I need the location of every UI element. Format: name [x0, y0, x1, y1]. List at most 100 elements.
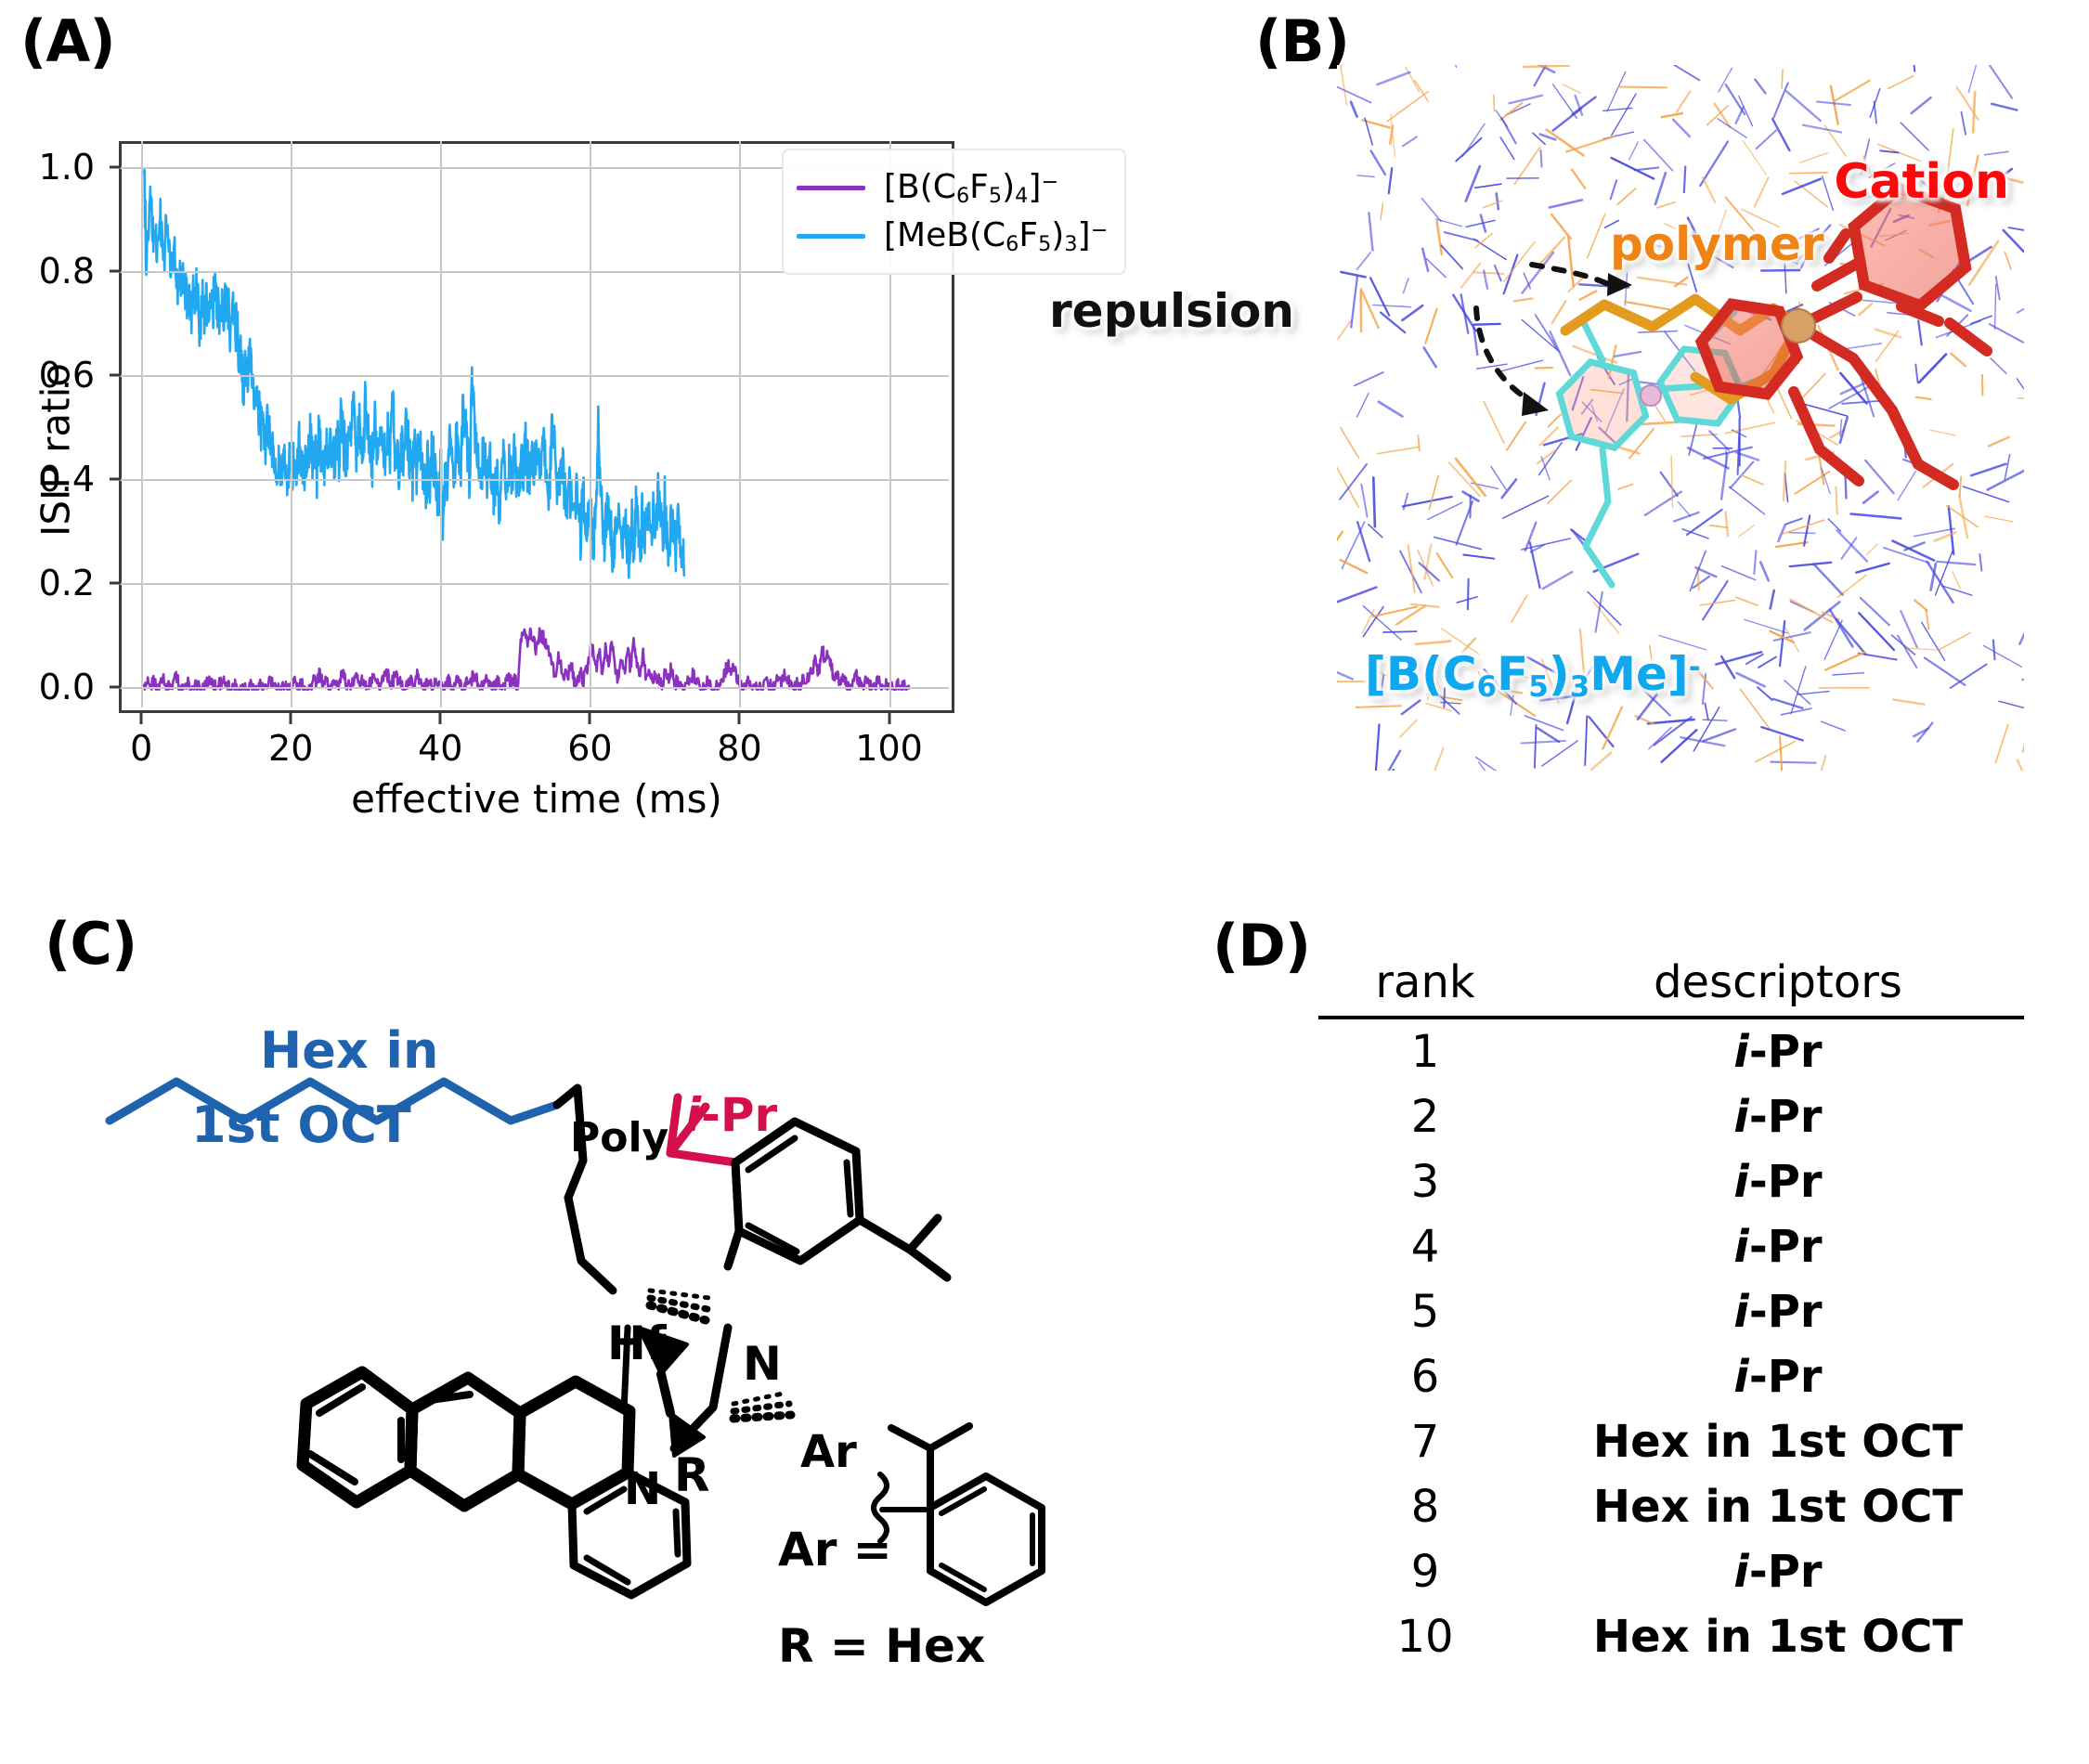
solvent-bond — [1840, 420, 1842, 436]
x-tick-label-5: 100 — [855, 728, 923, 769]
solvent-bond — [1908, 648, 1940, 650]
rank-cell: 2 — [1318, 1084, 1532, 1149]
solvent-bond — [1337, 464, 1358, 508]
gridline-x-3 — [590, 141, 591, 707]
solvent-bond — [1424, 347, 1436, 367]
solvent-bond — [1687, 510, 1722, 535]
cation-aryl-ring-2 — [1702, 305, 1797, 395]
solvent-bond — [2009, 227, 2025, 232]
solvent-bond — [1425, 309, 1436, 344]
solvent-bond — [1355, 372, 1383, 385]
solvent-bond — [1996, 277, 2000, 299]
solvent-bond — [1674, 512, 1699, 522]
anion-ring-1 — [1560, 362, 1646, 447]
label-ar-equals: Ar = — [778, 1523, 892, 1576]
y-tick-mark-3 — [110, 373, 121, 376]
solvent-bond — [1657, 202, 1675, 208]
solvent-bond — [2004, 230, 2024, 252]
solvent-bond — [1387, 92, 1429, 122]
solvent-bond — [1719, 68, 1732, 92]
y-tick-mark-2 — [110, 477, 121, 480]
aryl-ring — [735, 1122, 860, 1261]
solvent-bond — [1551, 214, 1571, 239]
descriptor-cell: i-Pr — [1532, 1149, 2024, 1214]
gridline-x-0 — [141, 141, 143, 707]
legend-label-bc6f54: [B(C6F5)4]− — [884, 168, 1058, 208]
solvent-bond — [1678, 502, 1690, 516]
solvent-bond — [1743, 141, 1766, 175]
solvent-bond — [1822, 721, 1846, 731]
gridline-y-2 — [119, 479, 949, 481]
solvent-bond — [1357, 253, 1370, 269]
rank-cell: 5 — [1318, 1279, 1532, 1344]
solvent-bond — [1389, 168, 1392, 193]
aryl-isopropyl-bond-2 — [910, 1250, 947, 1278]
solvent-bond — [1337, 588, 1376, 604]
solvent-bond — [1426, 259, 1446, 278]
solvent-bond — [1341, 560, 1368, 573]
solvent-bond — [1524, 66, 1569, 68]
solvent-bond — [1851, 514, 1901, 519]
solvent-bond — [1740, 689, 1769, 728]
solvent-bond — [1474, 324, 1500, 325]
solvent-bond — [1790, 563, 1831, 566]
solvent-bond — [1373, 305, 1411, 307]
solvent-bond — [1984, 65, 2012, 98]
solvent-bond — [1785, 519, 1802, 525]
descriptor-cell: i-Pr — [1532, 1018, 2024, 1084]
solvent-bond — [1756, 741, 1796, 761]
solvent-bond — [1588, 214, 1605, 258]
solvent-bond — [1572, 170, 1585, 188]
solvent-bond — [1404, 494, 1408, 510]
panel-a-label: (A) — [20, 7, 115, 75]
solvent-bond — [1547, 130, 1584, 156]
solvent-bond — [1784, 681, 1810, 704]
label-cation: Cation — [1834, 154, 2009, 210]
solvent-bond — [1940, 632, 1971, 649]
x-tick-mark-4 — [738, 713, 741, 724]
label-poly: Poly — [570, 1114, 668, 1161]
solvent-bond — [1973, 92, 1975, 132]
chart-x-axis-label: effective time (ms) — [119, 776, 954, 822]
solvent-bond — [1985, 516, 2013, 522]
solvent-bond — [1703, 177, 1716, 202]
solvent-bond — [1780, 736, 1782, 771]
solvent-bond — [1538, 450, 1555, 463]
label-r-equals-hex: R = Hex — [778, 1619, 985, 1673]
descriptor-cell: i-Pr — [1532, 1214, 2024, 1279]
solvent-bond — [1836, 486, 1837, 513]
aryl-to-n-bond — [728, 1231, 739, 1266]
solvent-bond — [2005, 455, 2009, 480]
solvent-bond — [1962, 112, 1966, 135]
solvent-bond — [1836, 619, 1866, 655]
rank-cell: 10 — [1318, 1604, 1532, 1669]
gridline-x-4 — [739, 141, 741, 707]
ar-definition-ring — [930, 1476, 1042, 1602]
solvent-bond — [1971, 316, 1992, 323]
solvent-bond — [1400, 551, 1421, 593]
solvent-bond — [1790, 600, 1832, 623]
solvent-bond — [1475, 184, 1501, 188]
rank-cell: 6 — [1318, 1344, 1532, 1409]
solvent-bond — [1441, 245, 1462, 268]
solvent-bond — [1722, 566, 1756, 580]
rank-cell: 8 — [1318, 1474, 1532, 1539]
descriptor-cell: i-Pr — [1532, 1344, 2024, 1409]
y-tick-mark-1 — [110, 581, 121, 584]
solvent-bond — [1563, 84, 1580, 94]
solvent-bond — [1617, 188, 1636, 205]
solvent-bond — [1341, 272, 1365, 277]
solvent-bond — [1737, 673, 1765, 686]
solvent-bond — [1501, 118, 1515, 143]
solvent-bond — [1905, 542, 1925, 550]
solvent-bond — [1859, 613, 1894, 650]
solvent-bond — [1612, 94, 1636, 136]
solvent-bond — [1639, 331, 1678, 333]
solvent-bond — [1429, 475, 1438, 510]
solvent-bond — [1381, 203, 1382, 220]
label-hex-in-line2: 1st OCT — [191, 1096, 411, 1154]
solvent-bond — [1503, 496, 1549, 518]
